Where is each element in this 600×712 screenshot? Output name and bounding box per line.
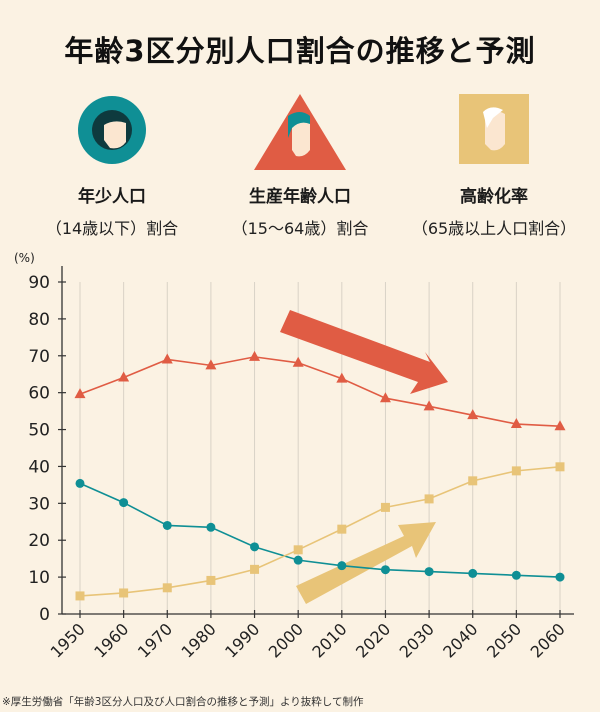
- point-working-2030: [423, 400, 435, 411]
- y-tick-label-60: 60: [28, 384, 50, 404]
- y-tick-label-10: 10: [28, 568, 50, 588]
- point-elderly-2010: [337, 524, 347, 534]
- point-elderly-1950: [75, 591, 85, 601]
- y-tick-label-90: 90: [28, 273, 50, 293]
- point-youth-2050: [511, 570, 521, 580]
- y-tick-label-80: 80: [28, 310, 50, 330]
- point-working-2040: [467, 409, 479, 420]
- point-elderly-1960: [119, 588, 129, 598]
- series-working-line: [79, 356, 561, 428]
- x-tick-label-1950: 1950: [47, 619, 89, 661]
- legend-working-title: 生産年齢人口: [249, 187, 351, 207]
- square-elderly-icon: [459, 94, 529, 164]
- chart-series: [74, 350, 566, 601]
- point-youth-1980: [206, 522, 216, 532]
- point-elderly-2020: [380, 502, 390, 512]
- y-axis-label: (%): [14, 251, 35, 265]
- point-youth-1960: [119, 498, 129, 508]
- point-youth-2000: [293, 555, 303, 565]
- point-elderly-2050: [511, 466, 521, 476]
- legend-youth: 年少人口 （14歳以下）割合: [12, 92, 212, 239]
- point-youth-2060: [555, 572, 565, 582]
- series-youth-line: [79, 482, 561, 578]
- legend-working: 生産年齢人口 （15〜64歳）割合: [200, 92, 400, 239]
- point-working-2010: [336, 372, 348, 383]
- point-working-2050: [510, 418, 522, 429]
- point-youth-1990: [250, 542, 260, 552]
- point-working-2000: [292, 356, 304, 367]
- point-elderly-2040: [468, 476, 478, 486]
- point-working-1960: [118, 371, 130, 382]
- y-tick-label-70: 70: [28, 347, 50, 367]
- point-working-1970: [161, 353, 173, 364]
- y-tick-label-0: 0: [39, 605, 50, 625]
- y-tick-label-20: 20: [28, 531, 50, 551]
- point-elderly-1990: [250, 564, 260, 574]
- point-youth-2010: [337, 561, 347, 571]
- point-working-2060: [554, 420, 566, 431]
- legend-youth-subtitle: （14歳以下）割合: [45, 219, 179, 238]
- series-elderly-line: [79, 466, 561, 597]
- point-youth-2040: [468, 568, 478, 578]
- legend-elderly-subtitle: （65歳以上人口割合）: [411, 219, 577, 238]
- point-youth-1950: [75, 478, 85, 488]
- circle-child-icon: [78, 96, 146, 164]
- y-tick-label-50: 50: [28, 421, 50, 441]
- working-trend-arrow: [280, 310, 448, 394]
- y-tick-label-40: 40: [28, 457, 50, 477]
- x-tick-label-2050: 2050: [483, 619, 525, 661]
- x-tick-label-2010: 2010: [308, 619, 350, 661]
- x-tick-label-1960: 1960: [90, 619, 132, 661]
- x-tick-label-2030: 2030: [396, 619, 438, 661]
- x-tick-label-1980: 1980: [178, 619, 220, 661]
- y-tick-label-30: 30: [28, 494, 50, 514]
- legend-elderly-title: 高齢化率: [460, 187, 528, 207]
- page-title: 年齢3区分別人口割合の推移と予測: [64, 34, 536, 68]
- point-working-1990: [249, 350, 261, 361]
- point-elderly-2030: [424, 494, 434, 504]
- triangle-adult-icon: [254, 94, 346, 170]
- trend-arrows: [280, 310, 448, 604]
- elderly-trend-arrow: [296, 522, 436, 604]
- x-tick-label-2000: 2000: [265, 619, 307, 661]
- point-working-1980: [205, 359, 217, 370]
- x-tick-label-2060: 2060: [527, 619, 569, 661]
- point-elderly-1980: [206, 575, 216, 585]
- point-youth-2020: [380, 565, 390, 575]
- point-working-2020: [379, 392, 391, 403]
- point-youth-2030: [424, 567, 434, 577]
- x-tick-label-1990: 1990: [221, 619, 263, 661]
- legend-youth-title: 年少人口: [78, 187, 146, 207]
- point-elderly-2060: [555, 462, 565, 472]
- point-youth-1970: [162, 520, 172, 530]
- legend-working-subtitle: （15〜64歳）割合: [231, 219, 369, 238]
- legend-elderly: 高齢化率 （65歳以上人口割合）: [394, 92, 594, 239]
- x-tick-label-1970: 1970: [134, 619, 176, 661]
- source-note: ※厚生労働省「年齢3区分人口及び人口割合の推移と予測」より抜粋して制作: [2, 696, 364, 708]
- x-tick-label-2040: 2040: [439, 619, 481, 661]
- point-working-1950: [74, 388, 86, 399]
- point-elderly-1970: [162, 583, 172, 593]
- point-elderly-2000: [293, 545, 303, 555]
- chart-axes: [58, 266, 574, 618]
- x-tick-label-2020: 2020: [352, 619, 394, 661]
